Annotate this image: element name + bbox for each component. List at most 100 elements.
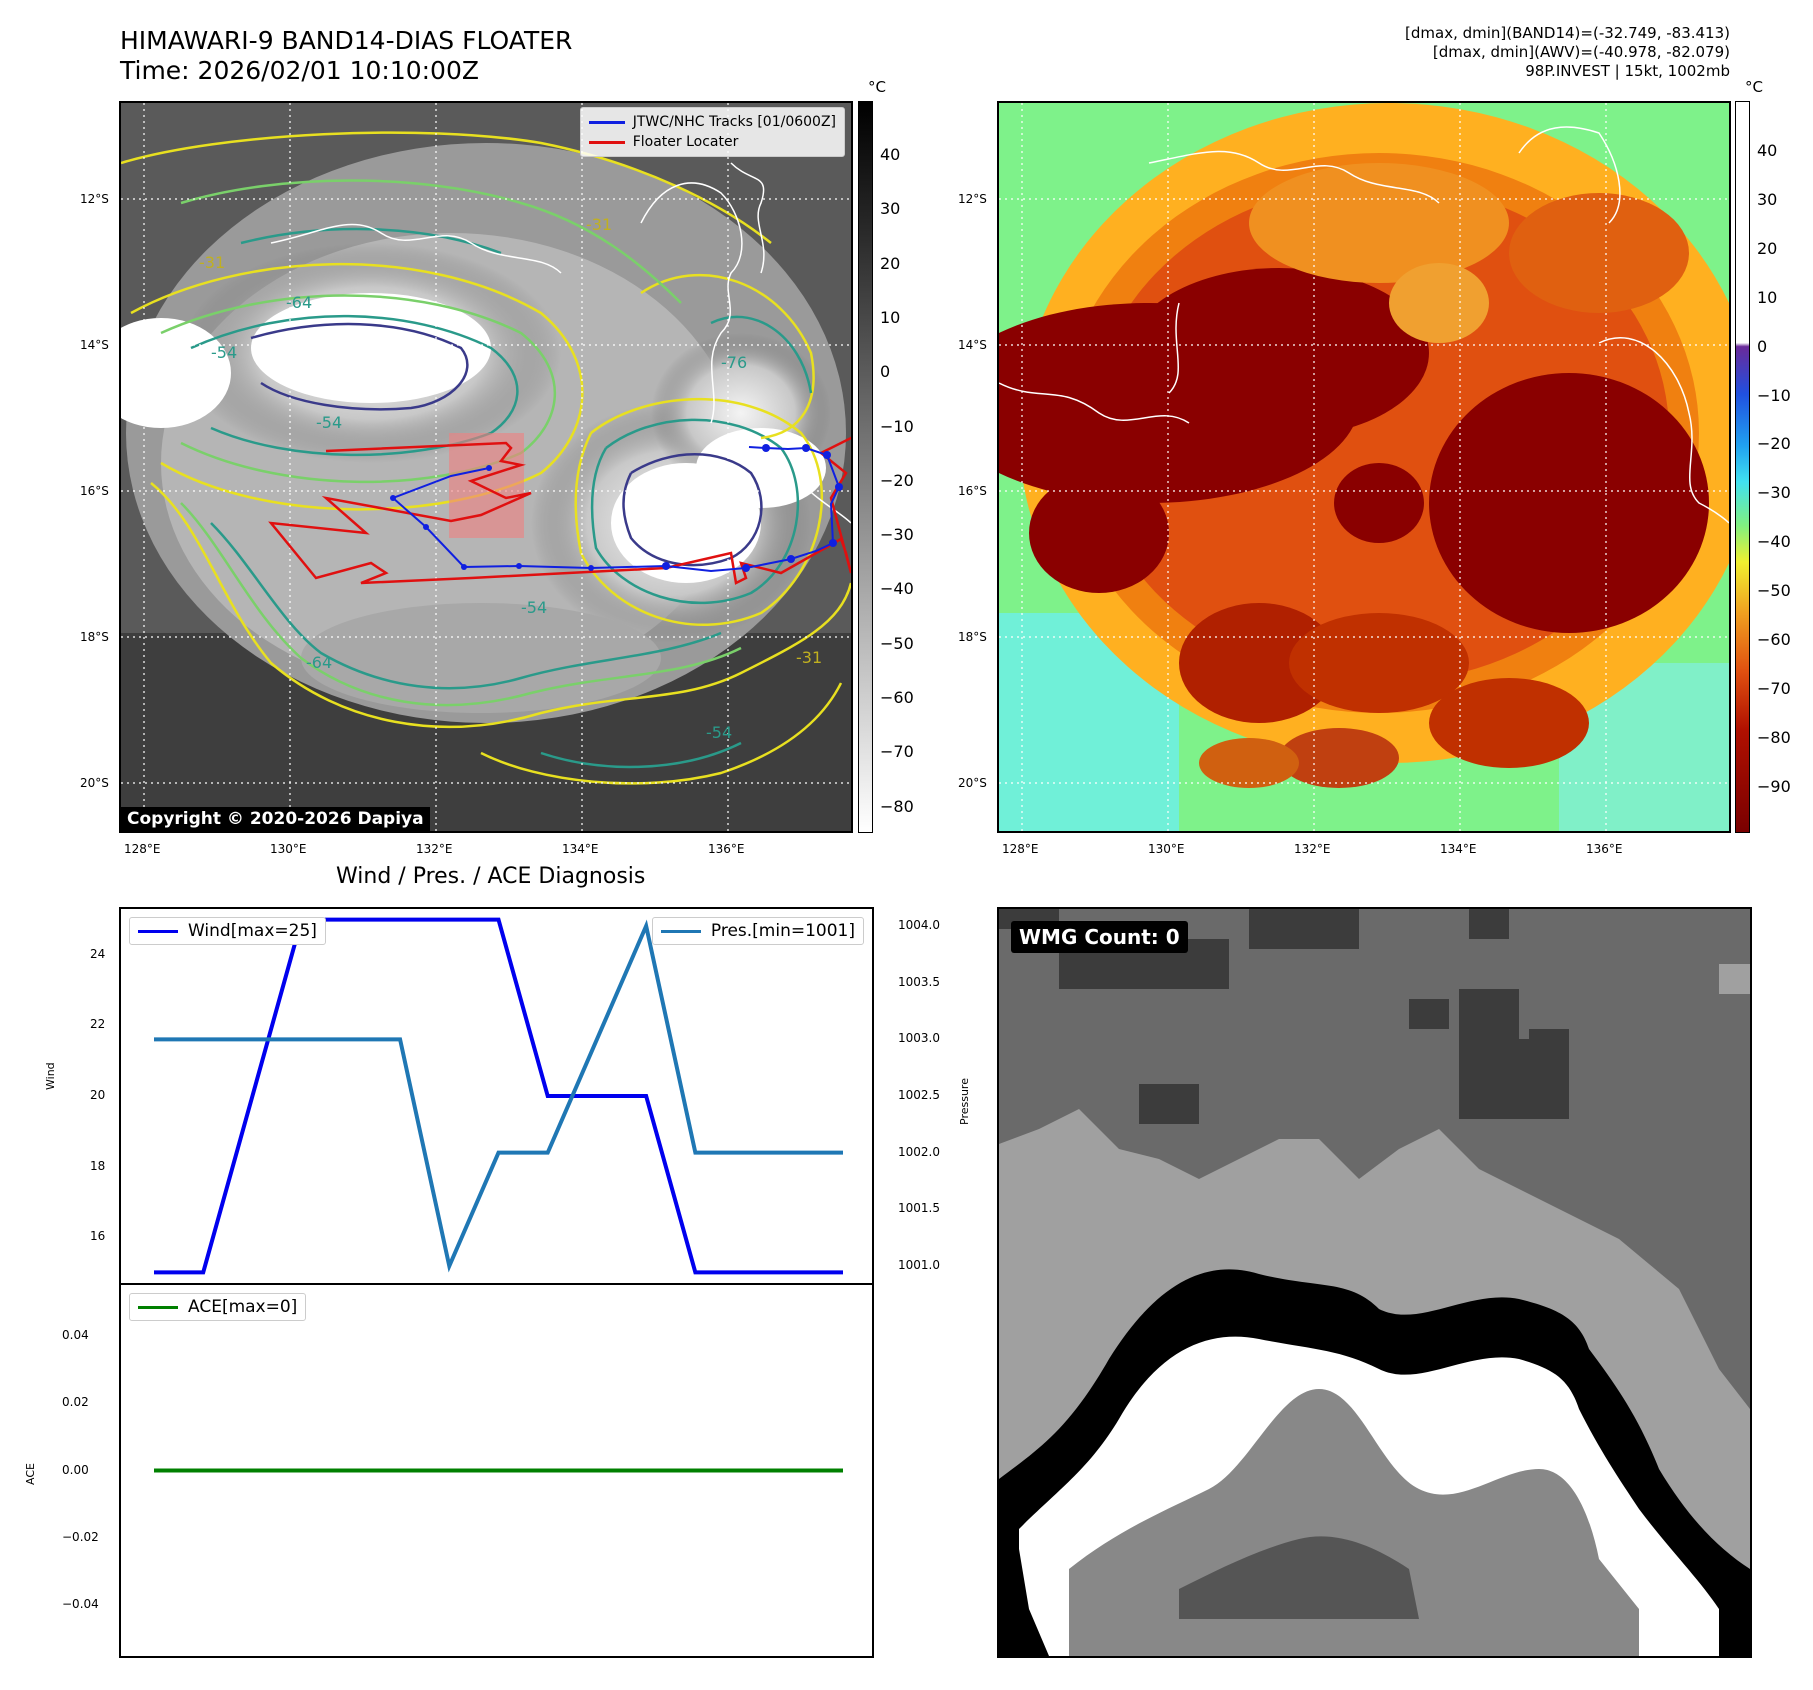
ace-axis-title: ACE bbox=[24, 1463, 37, 1485]
floater-locater-path bbox=[268, 436, 851, 585]
ir-map-grid bbox=[121, 103, 851, 831]
contour-label: -54 bbox=[316, 413, 343, 432]
colorbar-tick-label: 0 bbox=[880, 362, 891, 382]
colorbar-tick-label: −20 bbox=[1757, 434, 1791, 454]
wind-tick-label: 18 bbox=[90, 1158, 106, 1173]
left-colorbar bbox=[858, 101, 873, 833]
colorbar-tick-label: 10 bbox=[1757, 287, 1778, 307]
ace-tick-label: 0.00 bbox=[62, 1462, 89, 1477]
colorbar-tick-label: −60 bbox=[1757, 630, 1791, 649]
colorbar-tick-label: −30 bbox=[1757, 483, 1791, 503]
lat-label: 20°S bbox=[958, 776, 987, 790]
wind-legend-line bbox=[138, 929, 178, 933]
info-band14: [dmax, dmin](BAND14)=(-32.749, -83.413) bbox=[1405, 24, 1730, 42]
floater-legend-label: Floater Locater bbox=[632, 134, 739, 150]
info-storm: 98P.INVEST | 15kt, 1002mb bbox=[1525, 62, 1730, 80]
lon-label: 136°E bbox=[708, 842, 745, 856]
lat-label: 18°S bbox=[958, 630, 987, 644]
colorbar-tick-label: 40 bbox=[1757, 141, 1778, 160]
pressure-tick-label: 1002.0 bbox=[898, 1144, 940, 1159]
pressure-tick-label: 1001.0 bbox=[898, 1258, 940, 1272]
wmg-image bbox=[999, 909, 1750, 1656]
contour-label: -64 bbox=[286, 293, 313, 312]
contour-label: -54 bbox=[521, 598, 548, 617]
wind-tick-label: 22 bbox=[90, 1017, 106, 1032]
lat-label: 12°S bbox=[958, 192, 987, 206]
colorbar-tick-label: −80 bbox=[880, 796, 914, 816]
ace-tick-label: 0.04 bbox=[62, 1327, 89, 1342]
lat-label: 16°S bbox=[80, 484, 109, 498]
contour-label: -54 bbox=[211, 343, 238, 362]
lat-label: 20°S bbox=[80, 776, 109, 790]
floater-legend-line bbox=[588, 140, 625, 144]
wind-legend: Wind[max=25] bbox=[129, 917, 326, 945]
wind-axis-title: Wind bbox=[44, 1062, 57, 1090]
ace-tick-label: 0.02 bbox=[62, 1395, 89, 1410]
lat-label: 14°S bbox=[80, 338, 109, 352]
lat-label: 14°S bbox=[958, 338, 987, 352]
colorbar-tick-label: −70 bbox=[880, 742, 914, 762]
pressure-legend-line bbox=[660, 929, 701, 933]
colorbar-tick-label: −80 bbox=[1757, 727, 1791, 747]
colorbar-tick-label: −50 bbox=[1757, 581, 1791, 601]
pressure-legend: Pres.[min=1001] bbox=[651, 917, 864, 945]
colorbar-tick-label: 30 bbox=[1757, 189, 1778, 209]
pressure-legend-label: Pres.[min=1001] bbox=[710, 921, 855, 941]
colorbar-tick-label: 20 bbox=[1757, 238, 1778, 258]
ir-map-panel: -31 -54 -64 -76 -54 -31 -54 -64 -31 -54 … bbox=[119, 101, 853, 833]
wmg-count-badge: WMG Count: 0 bbox=[1011, 921, 1188, 953]
pressure-tick-label: 1001.5 bbox=[898, 1201, 940, 1216]
colorbar-tick-label: −20 bbox=[880, 470, 914, 490]
right-colorbar-unit: °C bbox=[1745, 78, 1763, 96]
contour-label: -31 bbox=[586, 215, 613, 234]
wind-pressure-chart bbox=[154, 917, 843, 1275]
lon-label: 132°E bbox=[1294, 842, 1331, 856]
lon-label: 134°E bbox=[562, 842, 599, 856]
colorbar-tick-label: −40 bbox=[880, 579, 914, 599]
wind-tick-label: 16 bbox=[90, 1229, 106, 1244]
jtwc-track bbox=[390, 444, 843, 573]
tracks-legend-label: JTWC/NHC Tracks [01/0600Z] bbox=[632, 114, 836, 130]
awv-map-panel bbox=[997, 101, 1731, 833]
wind-tick-label: 24 bbox=[90, 946, 106, 961]
ace-tick-label: −0.02 bbox=[62, 1529, 99, 1544]
info-awv: [dmax, dmin](AWV)=(-40.978, -82.079) bbox=[1432, 43, 1730, 61]
lon-label: 134°E bbox=[1440, 842, 1477, 856]
copyright-badge: Copyright © 2020-2026 Dapiya bbox=[121, 807, 430, 831]
colorbar-tick-label: −90 bbox=[1757, 776, 1791, 796]
ace-legend: ACE[max=0] bbox=[129, 1293, 307, 1321]
contour-label: -31 bbox=[199, 253, 226, 272]
lon-label: 128°E bbox=[1002, 842, 1039, 856]
lat-label: 12°S bbox=[80, 192, 109, 206]
pressure-tick-label: 1004.0 bbox=[898, 918, 940, 932]
ir-map bbox=[121, 103, 851, 831]
awv-map bbox=[999, 103, 1729, 831]
lon-label: 130°E bbox=[270, 842, 307, 856]
colorbar-tick-label: −10 bbox=[880, 416, 914, 436]
colorbar-tick-label: 30 bbox=[880, 199, 901, 219]
colorbar-tick-label: 10 bbox=[880, 307, 901, 327]
contour-label: -54 bbox=[706, 723, 733, 742]
map-legend: JTWC/NHC Tracks [01/0600Z] Floater Locat… bbox=[579, 107, 845, 157]
wind-tick-label: 20 bbox=[90, 1088, 106, 1102]
contour-label: -31 bbox=[796, 648, 823, 667]
left-colorbar-unit: °C bbox=[868, 78, 886, 96]
ace-tick-label: −0.04 bbox=[62, 1597, 99, 1612]
pressure-series-line bbox=[154, 919, 843, 1273]
diagnosis-title: Wind / Pres. / ACE Diagnosis bbox=[336, 864, 646, 889]
colorbar-tick-label: −50 bbox=[880, 633, 914, 653]
wind-pressure-panel: Wind[max=25] Pres.[min=1001] bbox=[119, 907, 874, 1285]
lon-label: 132°E bbox=[416, 842, 453, 856]
lon-label: 130°E bbox=[1148, 842, 1185, 856]
floater-box bbox=[449, 433, 524, 538]
lat-label: 16°S bbox=[958, 484, 987, 498]
contour-label: -64 bbox=[306, 653, 333, 672]
wmg-panel: WMG Count: 0 bbox=[997, 907, 1752, 1658]
colorbar-tick-label: −30 bbox=[880, 525, 914, 545]
lon-label: 128°E bbox=[124, 842, 161, 856]
wind-series-line bbox=[154, 917, 843, 1275]
chart-time: Time: 2026/02/01 10:10:00Z bbox=[120, 56, 479, 85]
colorbar-tick-label: −60 bbox=[880, 688, 914, 707]
ace-chart bbox=[154, 1468, 843, 1473]
colorbar-tick-label: −10 bbox=[1757, 385, 1791, 405]
